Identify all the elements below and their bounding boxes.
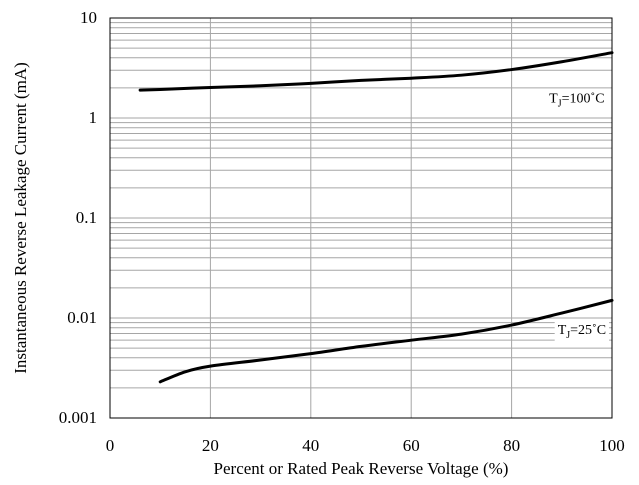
annotation-text: TJ=100˚C xyxy=(549,92,604,110)
annotation-label-2: TJ=25˚C xyxy=(554,321,610,342)
y-tick-label: 1 xyxy=(89,108,98,127)
series-line-2 xyxy=(158,298,614,384)
series-layer xyxy=(138,51,614,384)
plot-frame xyxy=(109,17,613,419)
annotation-subscript: J xyxy=(558,99,562,110)
x-axis-label: Percent or Rated Peak Reverse Voltage (%… xyxy=(214,459,509,478)
y-tick-label: 0.001 xyxy=(59,408,97,427)
x-tick-label: 100 xyxy=(599,436,625,455)
x-tick-label: 0 xyxy=(106,436,115,455)
x-tick-label: 80 xyxy=(503,436,520,455)
annotation-suffix: =25˚C xyxy=(570,323,606,338)
x-tick-label: 20 xyxy=(202,436,219,455)
y-tick-labels: 0.001 0.01 0.1 1 10 xyxy=(59,8,97,427)
y-tick-label: 10 xyxy=(80,8,97,27)
y-tick-label: 0.01 xyxy=(67,308,97,327)
x-tick-label: 40 xyxy=(302,436,319,455)
y-tick-label: 0.1 xyxy=(76,208,97,227)
annotation-prefix: T xyxy=(549,92,558,107)
annotation-text: TJ=25˚C xyxy=(558,323,606,341)
annotation-prefix: T xyxy=(558,323,567,338)
x-tick-label: 60 xyxy=(403,436,420,455)
x-tick-labels: 0 20 40 60 80 100 xyxy=(106,436,625,455)
annotation-label-1: TJ=100˚C xyxy=(546,90,608,111)
annotation-suffix: =100˚C xyxy=(562,92,605,107)
grid-layer xyxy=(110,18,612,418)
annotation-background xyxy=(554,321,610,342)
annotation-subscript: J xyxy=(566,330,570,341)
annotation-layer: TJ=100˚CTJ=25˚C xyxy=(546,90,610,342)
annotation-background xyxy=(546,90,608,111)
y-axis-label: Instantaneous Reverse Leakage Current (m… xyxy=(11,62,30,374)
series-line-1 xyxy=(138,51,614,92)
